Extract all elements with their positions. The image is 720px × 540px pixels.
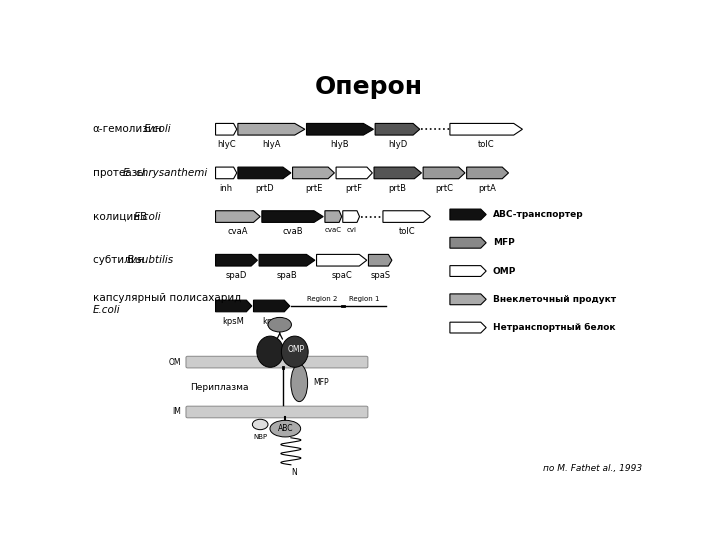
Text: Оперон: Оперон [315,75,423,99]
Text: IM: IM [172,408,181,416]
Text: hlyB: hlyB [330,140,349,149]
Polygon shape [215,254,258,266]
Polygon shape [450,322,486,333]
Text: kpsM: kpsM [222,317,245,326]
Text: hlyC: hlyC [217,140,235,149]
Text: cvaA: cvaA [228,227,248,237]
Text: E.coli: E.coli [93,305,120,315]
Text: субтилин: субтилин [93,255,148,265]
Text: α-гемолизин: α-гемолизин [93,124,163,134]
Ellipse shape [253,419,268,430]
Polygon shape [292,167,334,179]
Text: prtA: prtA [479,184,497,193]
Text: hlyA: hlyA [262,140,281,149]
Text: cvaC: cvaC [325,227,342,233]
Text: ABC: ABC [277,424,293,433]
Polygon shape [374,167,421,179]
Polygon shape [307,124,374,135]
Text: по M. Fathet al., 1993: по M. Fathet al., 1993 [544,464,642,473]
Text: hlyD: hlyD [388,140,407,149]
Text: ABC-транспортер: ABC-транспортер [493,210,583,219]
Polygon shape [383,211,431,222]
FancyBboxPatch shape [186,356,368,368]
Text: MFP: MFP [313,379,329,387]
Polygon shape [238,167,291,179]
Text: kpsT: kpsT [262,317,282,326]
Ellipse shape [291,364,307,402]
Text: NBP: NBP [253,434,267,440]
Ellipse shape [268,318,292,332]
Text: spaS: spaS [370,271,390,280]
Text: колицинВ: колицинВ [93,212,147,221]
Polygon shape [450,266,486,276]
Text: OMP: OMP [493,267,516,275]
Text: E.coli: E.coli [144,124,172,134]
Polygon shape [450,209,486,220]
Polygon shape [238,124,305,135]
Ellipse shape [282,336,308,367]
Polygon shape [215,124,237,135]
Text: spaC: spaC [331,271,352,280]
Text: prtC: prtC [435,184,453,193]
Text: N: N [291,468,297,477]
Polygon shape [325,211,342,222]
Text: Внеклеточный продукт: Внеклеточный продукт [493,295,616,304]
Text: MFP: MFP [493,238,515,247]
Ellipse shape [257,336,284,367]
FancyBboxPatch shape [186,406,368,418]
Text: капсулярный полисахарид: капсулярный полисахарид [93,293,241,303]
Polygon shape [215,300,252,312]
Polygon shape [215,211,260,222]
Text: prtB: prtB [389,184,407,193]
Text: Нетранспортный белок: Нетранспортный белок [493,323,616,332]
Text: B.subtilis: B.subtilis [126,255,174,265]
Text: prtD: prtD [255,184,274,193]
Text: Region 1: Region 1 [348,296,379,302]
Text: cvaB: cvaB [282,227,303,237]
Polygon shape [467,167,508,179]
Text: tolC: tolC [478,140,495,149]
Polygon shape [215,167,237,179]
Text: cvi: cvi [346,227,356,233]
Text: spaD: spaD [226,271,247,280]
Polygon shape [450,294,486,305]
Text: Region 2: Region 2 [307,296,337,302]
Polygon shape [450,238,486,248]
Text: протеазы: протеазы [93,168,148,178]
Polygon shape [262,211,323,222]
Polygon shape [317,254,366,266]
Polygon shape [423,167,465,179]
Text: OM: OM [168,357,181,367]
Polygon shape [343,211,359,222]
Polygon shape [259,254,315,266]
Polygon shape [253,300,289,312]
Text: inh: inh [220,184,233,193]
Text: prtF: prtF [346,184,363,193]
Text: tolC: tolC [398,227,415,237]
Text: OMP: OMP [288,345,305,354]
Text: Периплазма: Периплазма [190,382,249,392]
Polygon shape [369,254,392,266]
Text: E. chrysanthemi: E. chrysanthemi [124,168,208,178]
Text: E.coli: E.coli [133,212,161,221]
Text: spaB: spaB [276,271,297,280]
Polygon shape [450,124,523,135]
Polygon shape [336,167,372,179]
Polygon shape [375,124,420,135]
Text: prtE: prtE [305,184,322,193]
Ellipse shape [270,420,301,437]
